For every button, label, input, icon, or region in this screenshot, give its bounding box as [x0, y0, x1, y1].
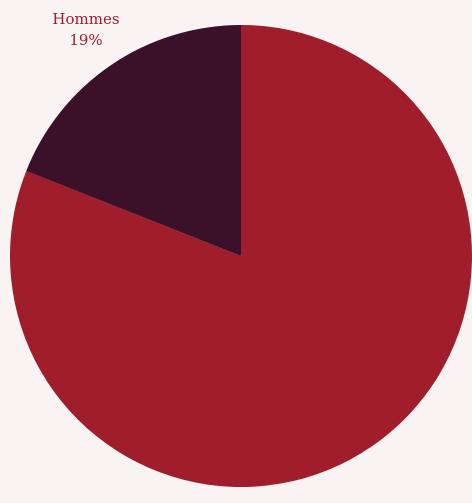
slice-value-femmes: 81% [380, 373, 413, 391]
slice-label-femmes: Femmes [365, 354, 429, 372]
pie-slice-hommes [26, 25, 241, 256]
pie-slice-femmes [9, 25, 472, 488]
slice-label-hommes: Hommes [52, 10, 119, 28]
slice-value-hommes: 19% [69, 31, 102, 49]
